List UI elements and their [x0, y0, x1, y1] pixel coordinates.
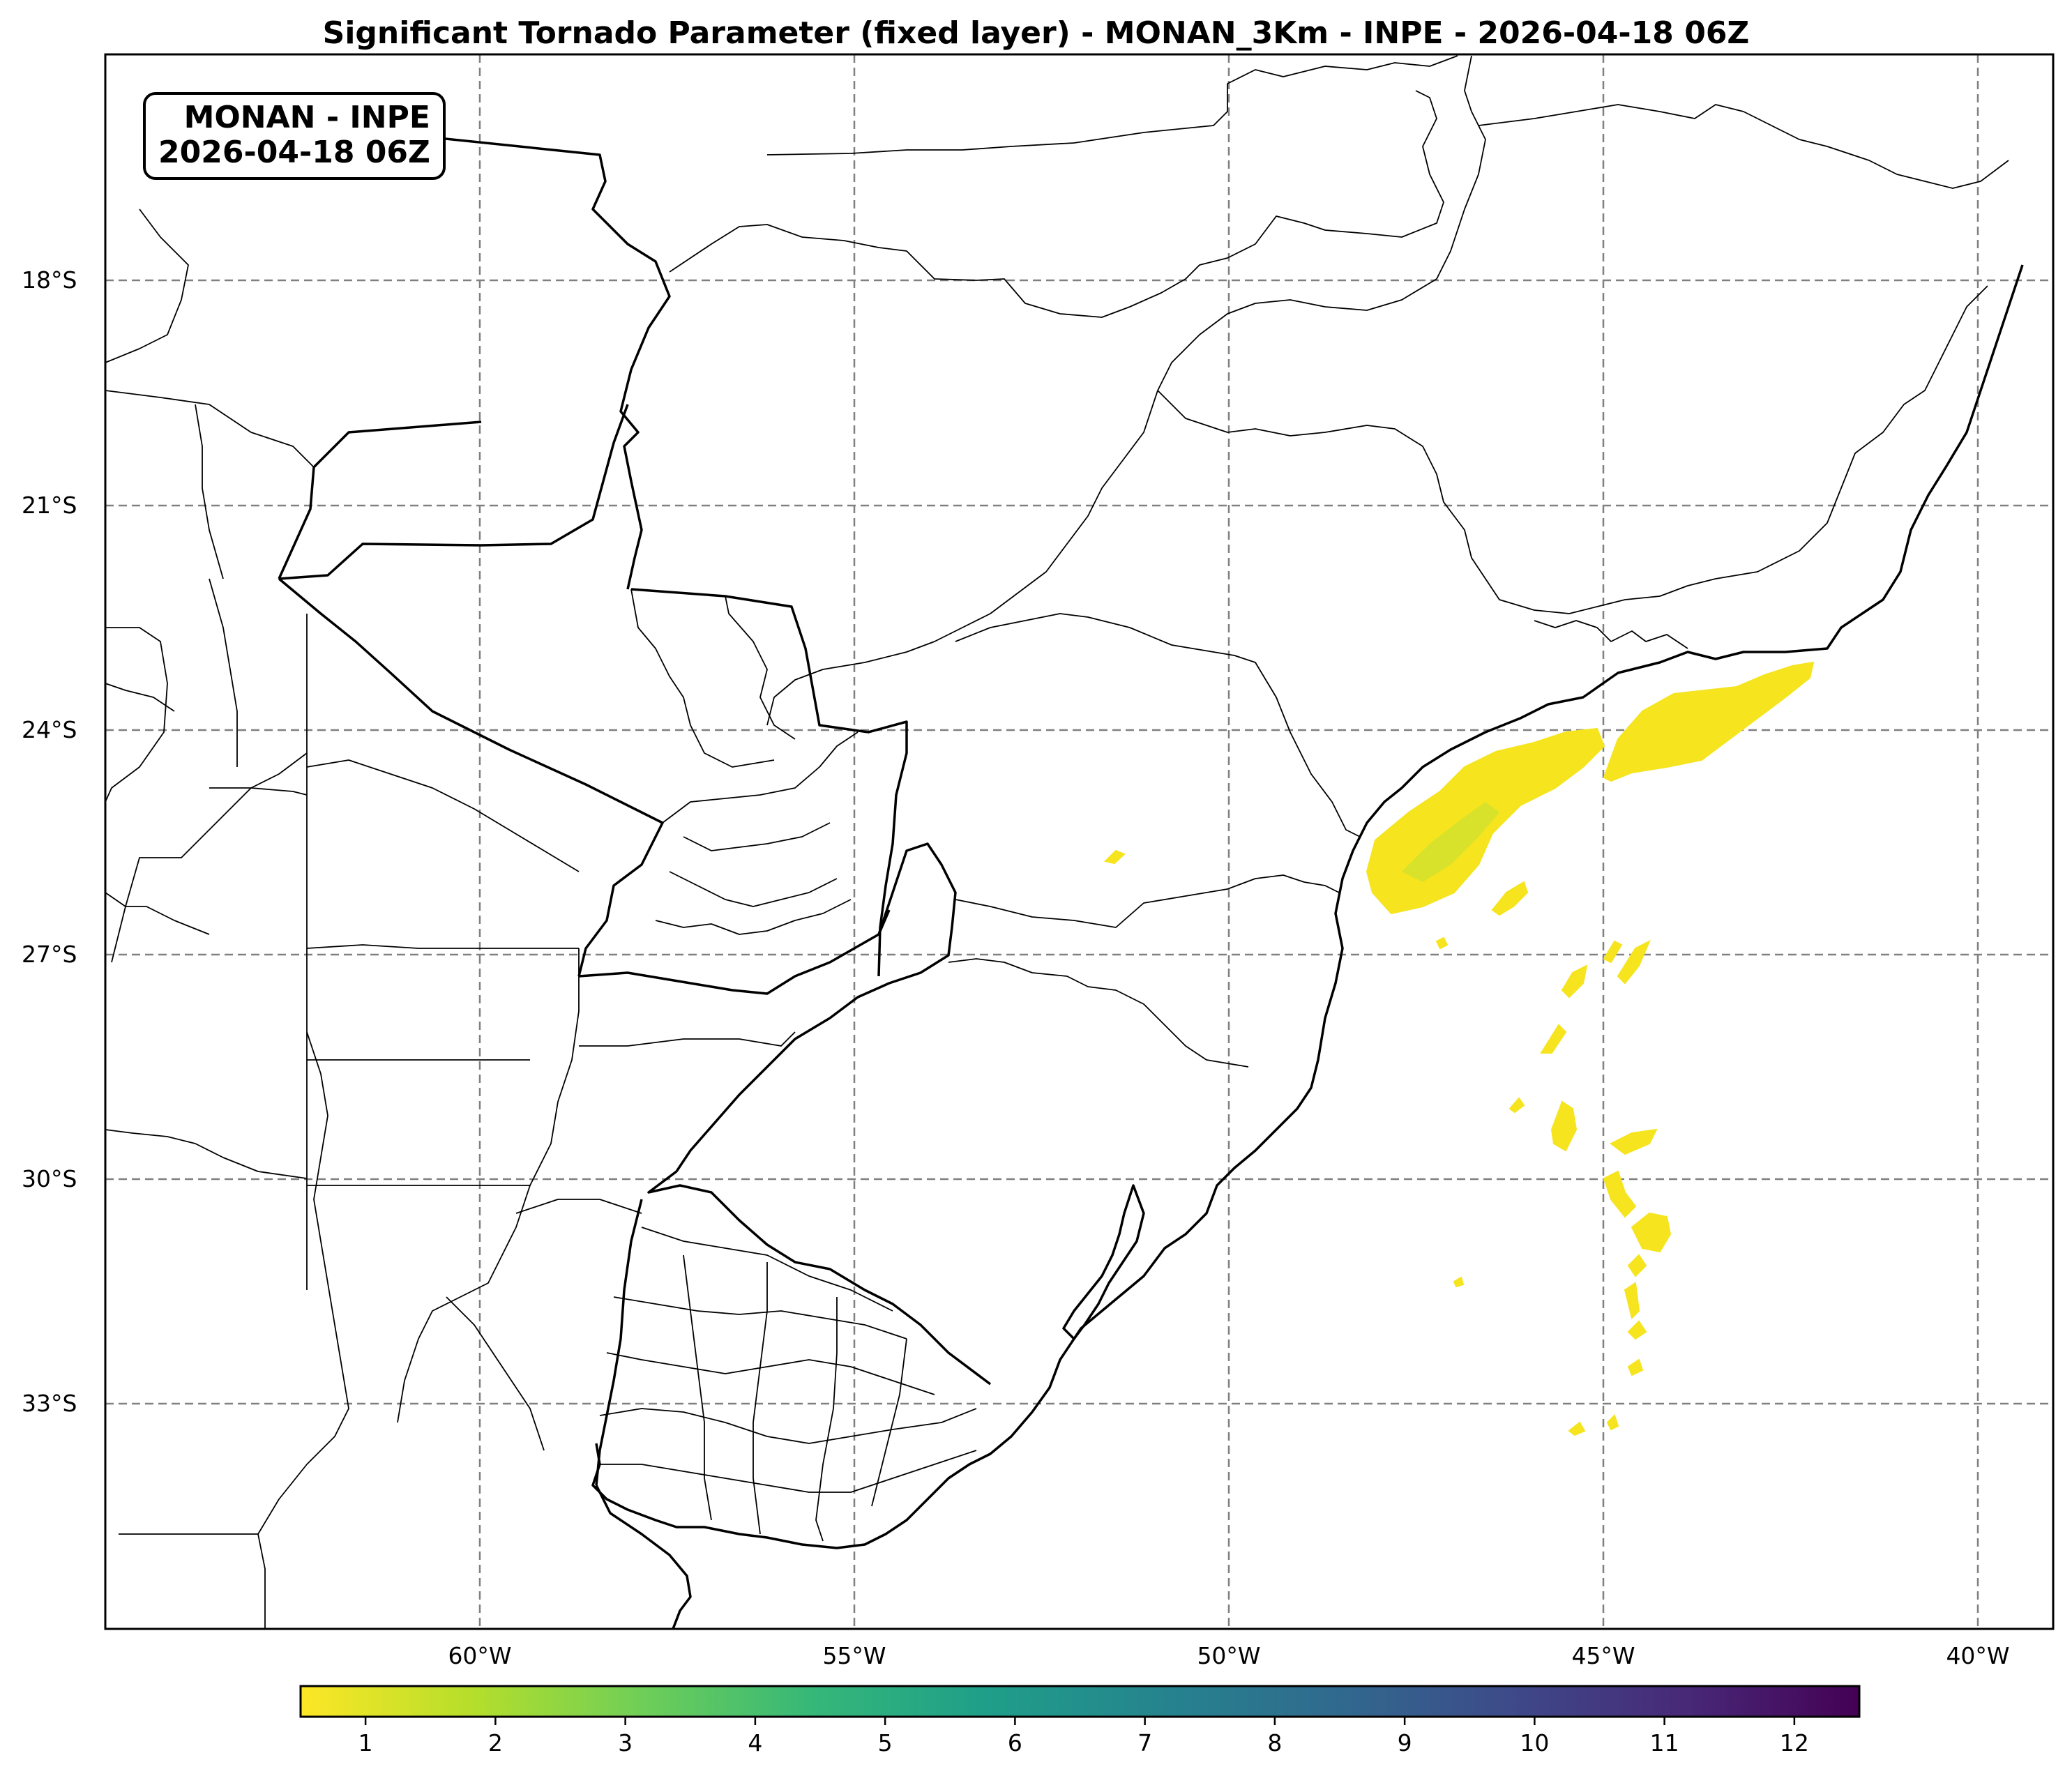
map-title: Significant Tornado Parameter (fixed lay…	[322, 15, 1750, 51]
lat-label-24s: 24°S	[22, 716, 77, 743]
colorbar-tick-label: 5	[877, 1729, 893, 1757]
colorbar-tick-label: 3	[618, 1729, 633, 1757]
lon-label-50w: 50°W	[1197, 1642, 1261, 1669]
colorbar-tick-label: 1	[358, 1729, 373, 1757]
stamp-line1: MONAN - INPE	[183, 100, 430, 135]
colorbar-tick-label: 11	[1649, 1729, 1679, 1757]
lon-label-55w: 55°W	[822, 1642, 886, 1669]
colorbar-tick-label: 7	[1137, 1729, 1153, 1757]
model-stamp: MONAN - INPE 2026-04-18 06Z	[143, 92, 446, 180]
gridlines	[105, 54, 2053, 1629]
lon-label-40w: 40°W	[1946, 1642, 2010, 1669]
lat-label-33s: 33°S	[22, 1390, 77, 1417]
colorbar-tick-label: 8	[1267, 1729, 1283, 1757]
colorbar	[299, 1685, 1861, 1725]
lat-label-27s: 27°S	[22, 941, 77, 968]
stamp-line2: 2026-04-18 06Z	[158, 135, 430, 170]
stp-field	[1104, 661, 1815, 1436]
colorbar-gradient	[299, 1685, 1861, 1718]
colorbar-tick-label: 12	[1779, 1729, 1809, 1757]
colorbar-tick-label: 2	[487, 1729, 503, 1757]
lon-label-60w: 60°W	[448, 1642, 512, 1669]
colorbar-ticks	[364, 1717, 1796, 1725]
colorbar-tick-label: 10	[1520, 1729, 1550, 1757]
colorbar-tick-label: 4	[748, 1729, 763, 1757]
state-borders	[105, 55, 2009, 1629]
lat-label-18s: 18°S	[22, 266, 77, 294]
country-borders	[156, 117, 992, 1486]
stp-field-core	[1402, 802, 1499, 882]
coastline	[591, 264, 2024, 1629]
map-frame	[104, 53, 2055, 1630]
lat-label-21s: 21°S	[22, 492, 77, 519]
lat-label-30s: 30°S	[22, 1165, 77, 1192]
lon-label-45w: 45°W	[1571, 1642, 1635, 1669]
colorbar-tick-label: 6	[1007, 1729, 1022, 1757]
colorbar-tick-label: 9	[1397, 1729, 1412, 1757]
